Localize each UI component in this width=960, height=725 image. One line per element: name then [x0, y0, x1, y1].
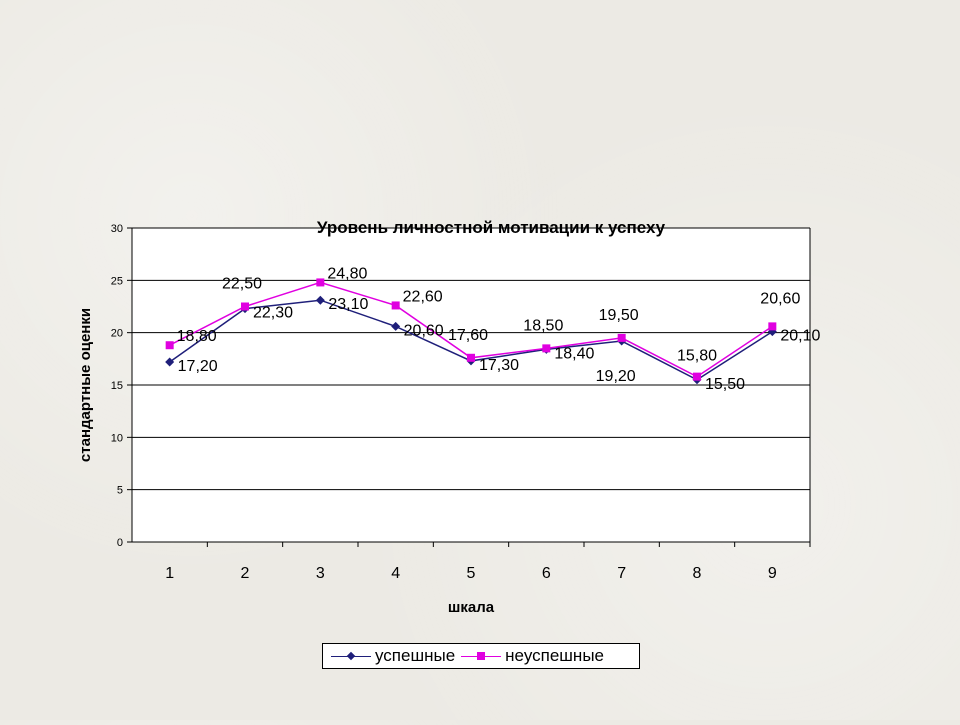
data-label: 19,20 — [596, 368, 636, 385]
data-point — [241, 302, 249, 311]
data-label: 15,80 — [677, 348, 717, 365]
data-point — [391, 301, 400, 310]
data-point — [391, 321, 401, 331]
legend-marker-square-icon — [461, 649, 502, 663]
y-tick-label: 25 — [111, 275, 123, 287]
legend-label: неуспешные — [505, 646, 604, 665]
data-label: 15,50 — [705, 376, 745, 393]
x-tick-label: 7 — [617, 565, 626, 582]
data-label: 17,60 — [448, 327, 488, 344]
data-label: 17,30 — [479, 357, 519, 374]
data-label: 20,60 — [404, 322, 444, 339]
x-tick-label: 6 — [542, 565, 551, 582]
data-point — [165, 357, 175, 367]
x-tick-label: 1 — [165, 565, 174, 582]
legend: успешные неуспешные — [322, 643, 640, 669]
x-tick-label: 4 — [391, 565, 400, 582]
x-tick-label: 2 — [241, 565, 250, 582]
data-label: 18,80 — [177, 328, 217, 345]
data-label: 22,50 — [222, 276, 262, 293]
data-point — [316, 278, 325, 287]
data-label: 17,20 — [178, 358, 218, 375]
data-label: 18,50 — [523, 317, 563, 334]
data-point — [542, 344, 551, 353]
y-tick-labels: 0 5 10 15 20 25 30 — [111, 223, 123, 549]
data-point — [165, 341, 174, 350]
legend-label: успешные — [375, 646, 456, 665]
y-tick-label: 30 — [111, 223, 123, 235]
y-tick-label: 0 — [117, 537, 123, 549]
data-point — [768, 322, 777, 331]
y-axis-label: стандартные оценки — [77, 308, 94, 462]
data-point — [617, 333, 626, 342]
data-point — [693, 372, 701, 381]
data-label: 24,80 — [327, 265, 367, 282]
gridlines — [127, 227, 811, 547]
x-tick-label: 9 — [768, 565, 777, 582]
data-point — [315, 295, 325, 305]
y-tick-label: 10 — [111, 432, 123, 444]
data-label: 19,50 — [599, 307, 639, 324]
series-group — [165, 278, 777, 385]
chart-title: Уровень личностной мотивации к успеху — [317, 218, 666, 237]
data-label: 20,10 — [780, 328, 820, 345]
legend-entry-uspeshnye: успешные — [331, 646, 455, 666]
data-label: 22,30 — [253, 305, 293, 322]
y-tick-label: 15 — [111, 380, 123, 392]
data-label: 23,10 — [328, 296, 368, 313]
legend-entry-neuspeshnye: неуспешные — [461, 646, 604, 666]
y-tick-label: 5 — [117, 485, 123, 497]
legend-marker-diamond-icon — [331, 649, 371, 663]
x-axis-label: шкала — [448, 599, 495, 616]
x-tick-labels: 1 2 3 4 5 6 7 8 9 — [165, 565, 777, 582]
data-point — [467, 353, 475, 362]
data-label: 20,60 — [760, 290, 800, 307]
data-label: 22,60 — [403, 288, 443, 305]
x-tick-label: 3 — [316, 565, 325, 582]
x-tick-label: 5 — [467, 565, 476, 582]
data-label: 18,40 — [554, 345, 594, 362]
x-tick-label: 8 — [693, 565, 702, 582]
y-tick-label: 20 — [111, 328, 123, 340]
